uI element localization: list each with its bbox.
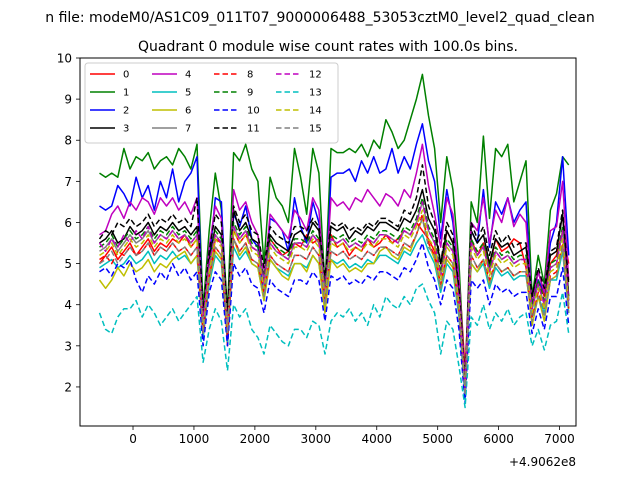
- x-tick-label: 4000: [361, 432, 392, 446]
- x-tick-label: 5000: [422, 432, 453, 446]
- legend-label-8: 8: [247, 70, 253, 81]
- series-layer: [98, 73, 570, 409]
- y-tick-label: 6: [64, 216, 72, 230]
- legend-label-1: 1: [123, 88, 129, 99]
- series-line-14: [99, 209, 570, 392]
- series-line-10: [99, 242, 570, 405]
- series-line-12: [98, 201, 570, 388]
- series-line-13: [98, 283, 570, 409]
- x-tick-label: 6000: [483, 432, 514, 446]
- series-line-9: [99, 197, 570, 388]
- x-tick-label: 2000: [240, 432, 271, 446]
- legend-label-13: 13: [309, 88, 322, 99]
- legend-label-5: 5: [185, 88, 191, 99]
- y-tick-label: 9: [64, 93, 72, 107]
- legend-label-10: 10: [247, 106, 260, 117]
- legend-label-4: 4: [185, 70, 191, 81]
- x-tick-label: 0: [129, 432, 137, 446]
- y-tick-label: 8: [64, 134, 72, 148]
- legend-label-6: 6: [185, 106, 191, 117]
- legend-label-12: 12: [309, 70, 322, 81]
- figure-suptitle: n file: modeM0/AS1C09_011T07_9000006488_…: [45, 10, 594, 26]
- y-tick-label: 7: [64, 175, 72, 189]
- legend-label-2: 2: [123, 106, 129, 117]
- series-line-1: [99, 73, 570, 388]
- legend-label-15: 15: [309, 124, 322, 135]
- plot-frame: [79, 57, 577, 427]
- series-line-15: [99, 217, 570, 396]
- series-line-4: [99, 143, 570, 384]
- x-tick-label: 1000: [179, 432, 210, 446]
- x-tick-label: 7000: [544, 432, 575, 446]
- legend-box: [84, 62, 339, 144]
- legend-label-7: 7: [185, 124, 191, 135]
- x-tick-label: 3000: [301, 432, 332, 446]
- y-tick-label: 4: [64, 298, 72, 312]
- legend-label-3: 3: [123, 124, 129, 135]
- series-line-3: [99, 188, 570, 388]
- y-tick-label: 10: [57, 52, 72, 66]
- y-tick-label: 5: [64, 257, 72, 271]
- legend-label-14: 14: [309, 106, 322, 117]
- legend-label-0: 0: [123, 70, 129, 81]
- y-tick-label: 3: [64, 339, 72, 353]
- legend-label-9: 9: [247, 88, 253, 99]
- legend-label-11: 11: [247, 124, 260, 135]
- x-offset-label: +4.9062e8: [509, 455, 576, 469]
- y-tick-label: 2: [64, 380, 72, 394]
- series-line-7: [99, 201, 570, 388]
- series-line-11: [98, 164, 570, 384]
- series-line-5: [99, 234, 570, 401]
- chart-title: Quadrant 0 module wise count rates with …: [138, 39, 518, 55]
